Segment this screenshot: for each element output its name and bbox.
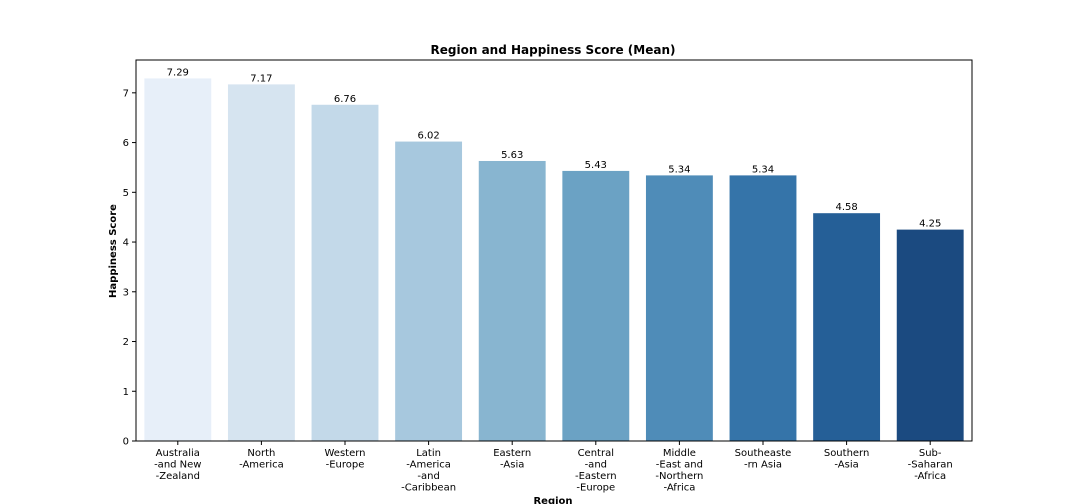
- bar: [645, 175, 713, 441]
- bar: [896, 229, 964, 441]
- x-tick-label: Middle -East and -Northern -Africa: [655, 448, 703, 494]
- y-tick-label: 5: [123, 188, 129, 199]
- x-tick-label: Southern -Asia: [824, 448, 870, 471]
- y-axis-label: Happiness Score: [108, 204, 119, 298]
- bar: [813, 213, 881, 441]
- y-tick-label: 0: [123, 437, 129, 448]
- y-tick-label: 6: [123, 138, 129, 149]
- bar-value-label: 5.34: [752, 164, 774, 175]
- x-tick-label: Australia -and New -Zealand: [154, 448, 201, 482]
- bar: [729, 175, 797, 441]
- bar: [311, 104, 379, 441]
- x-tick-label: Sub--Saharan -Africa: [908, 448, 953, 482]
- y-tick-label: 2: [123, 337, 129, 348]
- x-axis-label: Region: [533, 496, 572, 504]
- bar: [395, 141, 463, 441]
- x-tick-label: North -America: [239, 448, 284, 471]
- bar-value-label: 7.17: [250, 73, 272, 84]
- x-tick-label: Eastern -Asia: [493, 448, 531, 471]
- axes-frame: [135, 59, 973, 442]
- y-tick-label: 4: [123, 238, 129, 249]
- x-tick-label: Central -and -Eastern -Europe: [575, 448, 617, 494]
- bar: [478, 160, 546, 441]
- y-tick-label: 1: [123, 387, 129, 398]
- bar-value-label: 7.29: [167, 67, 189, 78]
- bar-value-label: 6.76: [334, 94, 356, 105]
- bar: [144, 78, 212, 442]
- bar-value-label: 4.58: [835, 202, 857, 213]
- bar: [562, 170, 630, 441]
- bar-value-label: 5.34: [668, 164, 690, 175]
- bar-value-label: 5.43: [585, 160, 607, 171]
- x-tick-label: Latin -America -and -Caribbean: [401, 448, 456, 494]
- bar: [227, 84, 295, 441]
- y-tick-label: 7: [123, 88, 129, 99]
- chart-title: Region and Happiness Score (Mean): [431, 43, 676, 57]
- y-tick-label: 3: [123, 287, 129, 298]
- x-tick-label: Southeaste -rn Asia: [735, 448, 792, 471]
- bar-value-label: 5.63: [501, 150, 523, 161]
- plot-area: 0 1 2 3 4 5 6 7 7.29 Australia -and New -Zealand 7.1…: [123, 67, 964, 494]
- bar-value-label: 4.25: [919, 219, 941, 230]
- bar-value-label: 6.02: [417, 131, 439, 142]
- x-tick-label: Western -Europe: [324, 448, 365, 471]
